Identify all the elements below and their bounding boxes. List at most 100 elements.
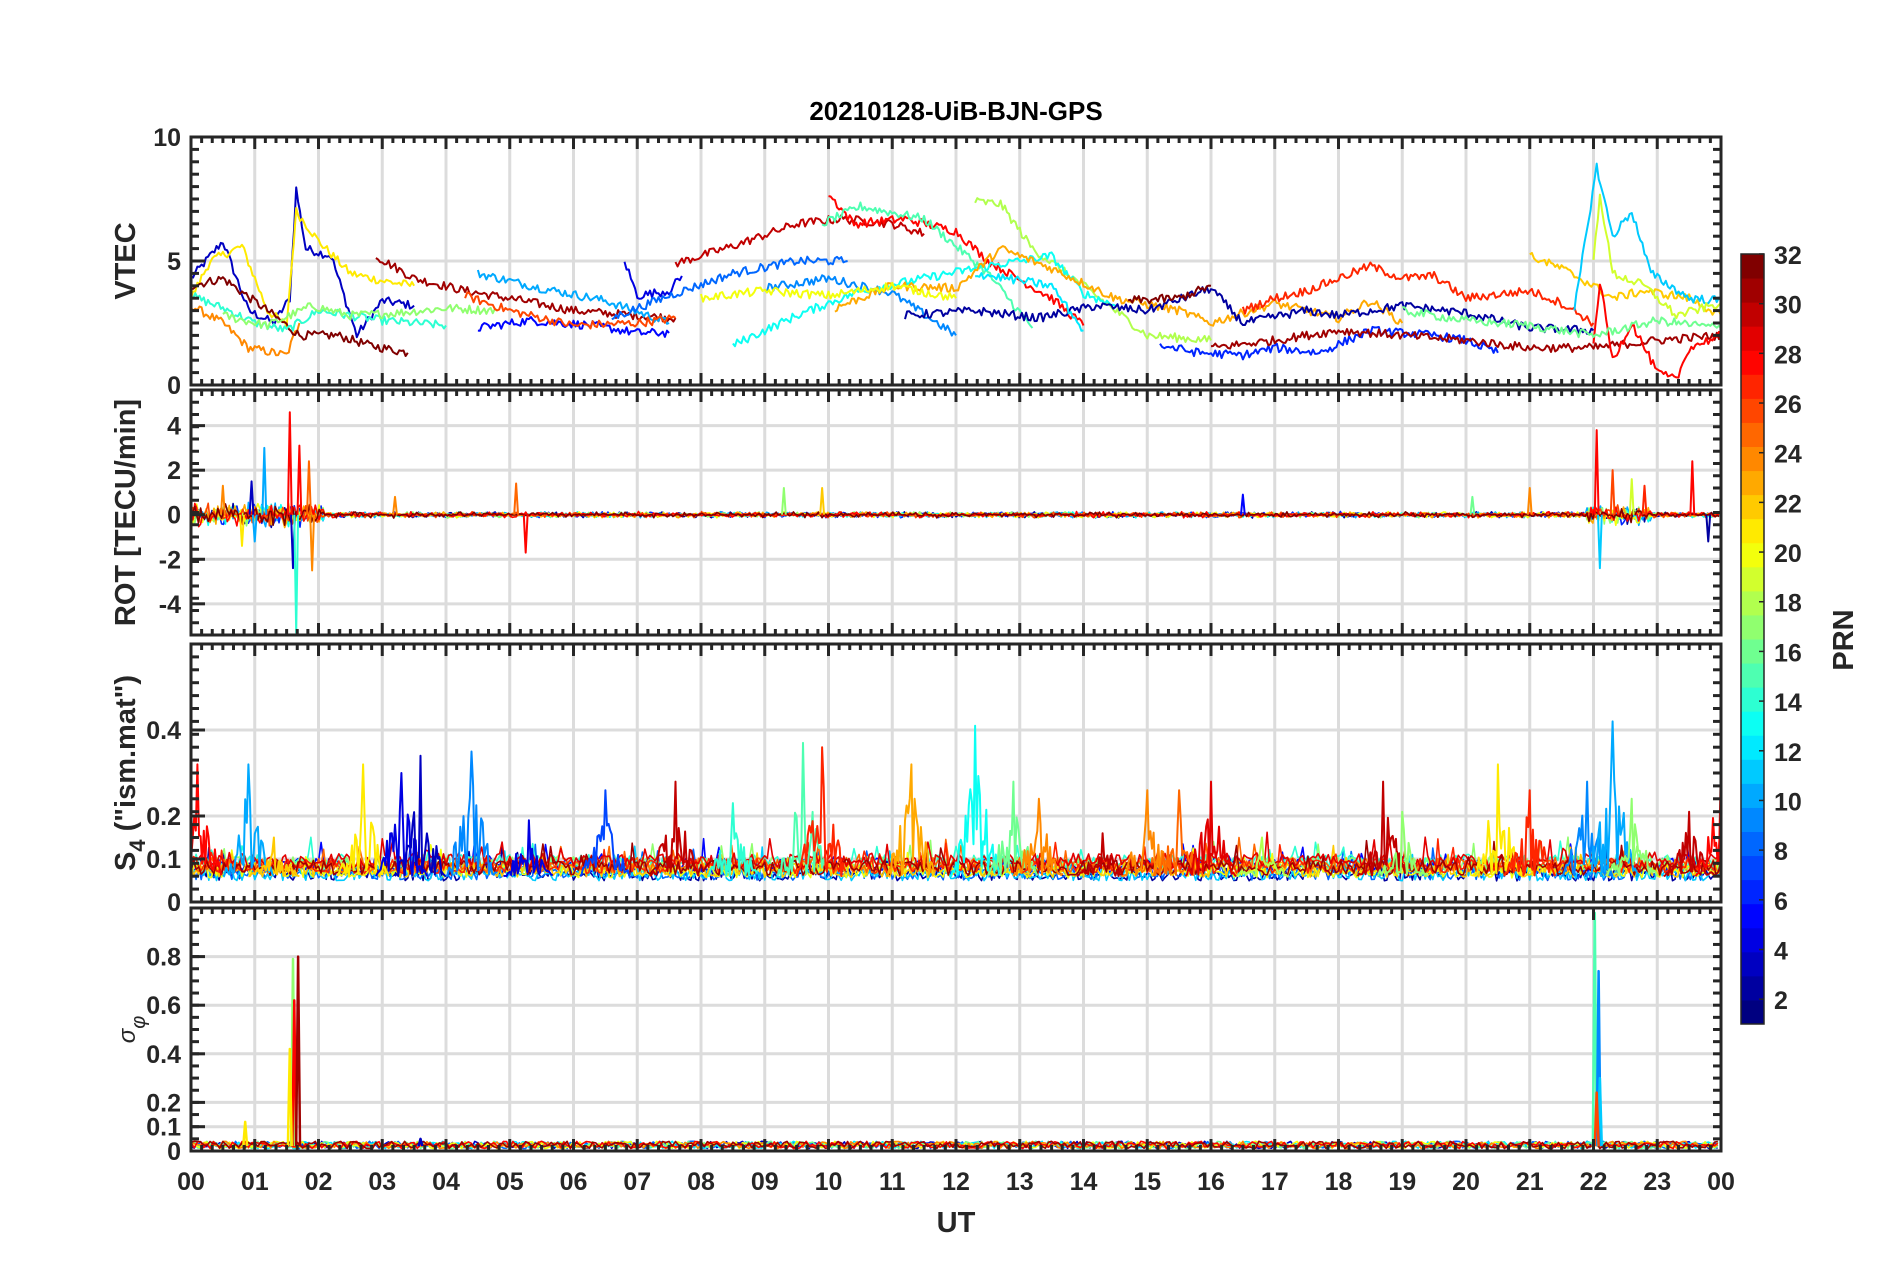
vtec-line-prn-10: [476, 269, 670, 325]
y-axis-label: ROT [TECU/min]: [110, 399, 142, 626]
rot-spike: [1689, 460, 1696, 515]
colorbar-swatch: [1741, 590, 1764, 616]
x-tick-label: 00: [177, 1168, 205, 1196]
colorbar-swatch: [1741, 566, 1764, 592]
vtec-line-prn-11: [1573, 162, 1721, 311]
vtec-line-prn-5: [477, 316, 670, 338]
y-tick-label: 0.2: [146, 803, 181, 831]
rot-spike: [522, 514, 529, 554]
panel-rot: -4 -2 0 2 4 ROT [TECU/min]: [110, 388, 1723, 637]
x-tick-label: 15: [1133, 1168, 1161, 1196]
s4-burst: [885, 763, 936, 878]
sigma-spike: [294, 955, 302, 1147]
s4-burst: [707, 802, 758, 878]
vtec-line-prn-19: [1592, 193, 1721, 320]
rot-spike: [286, 411, 293, 515]
y-tick-label: 0.1: [146, 1114, 181, 1142]
x-tick-label: 12: [942, 1168, 970, 1196]
s4-burst: [1184, 780, 1238, 878]
x-tick-label: 00: [1707, 1168, 1735, 1196]
y-axis-label: S4 ("ism.mat"): [110, 675, 150, 871]
vtec-line-prn-6: [1159, 325, 1499, 361]
colorbar-tick-label: 2: [1774, 987, 1788, 1015]
x-tick-label: 08: [687, 1168, 715, 1196]
rot-spike: [219, 484, 226, 515]
x-tick-label: 11: [879, 1168, 906, 1196]
colorbar-tick-label: 18: [1774, 590, 1802, 618]
rot-spike: [819, 487, 826, 515]
vtec-line-prn-26: [464, 291, 677, 330]
vtec-line-prn-31: [1210, 328, 1721, 353]
x-tick-label: 02: [305, 1168, 333, 1196]
vtec-line-prn-32: [191, 275, 409, 357]
s4-burst: [1012, 797, 1064, 877]
y-label-subscript: φ: [128, 1016, 150, 1029]
vtec-line-prn-13: [732, 251, 1116, 348]
vtec-line-prn-2: [904, 286, 1595, 335]
colorbar-tick-label: 4: [1774, 937, 1788, 965]
vtec-line-prn-30: [674, 214, 925, 268]
y-tick-label: 0.6: [146, 992, 181, 1020]
x-tick-label: 01: [241, 1168, 269, 1196]
colorbar-tick-label: 24: [1774, 441, 1802, 469]
x-tick-label: 22: [1580, 1168, 1608, 1196]
colorbar-swatch: [1741, 879, 1764, 905]
colorbar-tick-label: 14: [1774, 689, 1802, 717]
x-tick-label: 04: [432, 1168, 460, 1196]
rot-spike: [513, 482, 520, 515]
y-tick-label: 0.1: [146, 846, 181, 874]
rot-spike: [251, 514, 258, 543]
colorbar-swatch: [1741, 639, 1764, 664]
s4-burst: [1121, 789, 1173, 878]
y-tick-label: 0.8: [146, 944, 181, 972]
s4-burst: [394, 754, 447, 878]
sigma-spike: [1593, 1091, 1600, 1147]
colorbar-tick-label: 30: [1774, 292, 1802, 320]
panel-sigma_phi: 00.10.2 0.4 0.6 0.8 σφ: [114, 906, 1723, 1166]
s4-burst: [649, 780, 700, 877]
colorbar-swatch: [1741, 807, 1764, 832]
colorbar-swatch: [1741, 927, 1764, 953]
x-tick-label: 19: [1388, 1168, 1416, 1196]
s4-burst: [1076, 832, 1127, 878]
colorbar-swatch: [1741, 687, 1764, 712]
series-group: [191, 162, 1721, 379]
x-tick-label: 20: [1452, 1168, 1480, 1196]
rot-spike: [1593, 429, 1600, 515]
colorbar-swatch: [1741, 903, 1764, 929]
colorbar-tick-label: 20: [1774, 540, 1802, 568]
y-tick-label: 0: [167, 1138, 181, 1166]
series-group: [191, 720, 1721, 882]
s4-burst: [1694, 759, 1721, 877]
colorbar-swatch: [1741, 711, 1764, 736]
y-tick-label: 0: [167, 502, 181, 530]
s4-burst: [579, 789, 631, 877]
y-tick-label: 0.4: [146, 717, 181, 745]
rot-spike: [780, 487, 787, 515]
s4-burst: [248, 836, 300, 878]
rot-spike: [306, 460, 312, 515]
vtec-line-prn-12: [975, 272, 1084, 332]
s4-burst: [1236, 836, 1289, 878]
x-tick-label: 09: [751, 1168, 779, 1196]
x-tick-label: 17: [1261, 1168, 1289, 1196]
x-tick-label: 13: [1006, 1168, 1034, 1196]
colorbar-swatch: [1741, 783, 1764, 808]
vtec-line-prn-24: [191, 305, 301, 357]
vtec-line-prn-15: [821, 201, 1034, 329]
y-tick-label: 10: [153, 124, 181, 152]
y-tick-label: 0: [167, 372, 181, 400]
vtec-line-prn-32: [1127, 284, 1212, 305]
y-label-main: σ: [114, 1027, 141, 1043]
rot-spike: [296, 444, 303, 515]
colorbar-swatch: [1741, 831, 1764, 857]
colorbar-tick-label: 6: [1774, 888, 1788, 916]
vtec-line-prn-22: [1529, 251, 1721, 316]
y-label-rest: ("ism.mat"): [110, 675, 142, 839]
colorbar-swatch: [1741, 326, 1764, 351]
colorbar-swatch: [1741, 422, 1764, 447]
vtec-line-prn-4: [623, 261, 683, 300]
colorbar-swatch: [1741, 374, 1764, 399]
s4-line-prn-31: [191, 839, 1721, 877]
